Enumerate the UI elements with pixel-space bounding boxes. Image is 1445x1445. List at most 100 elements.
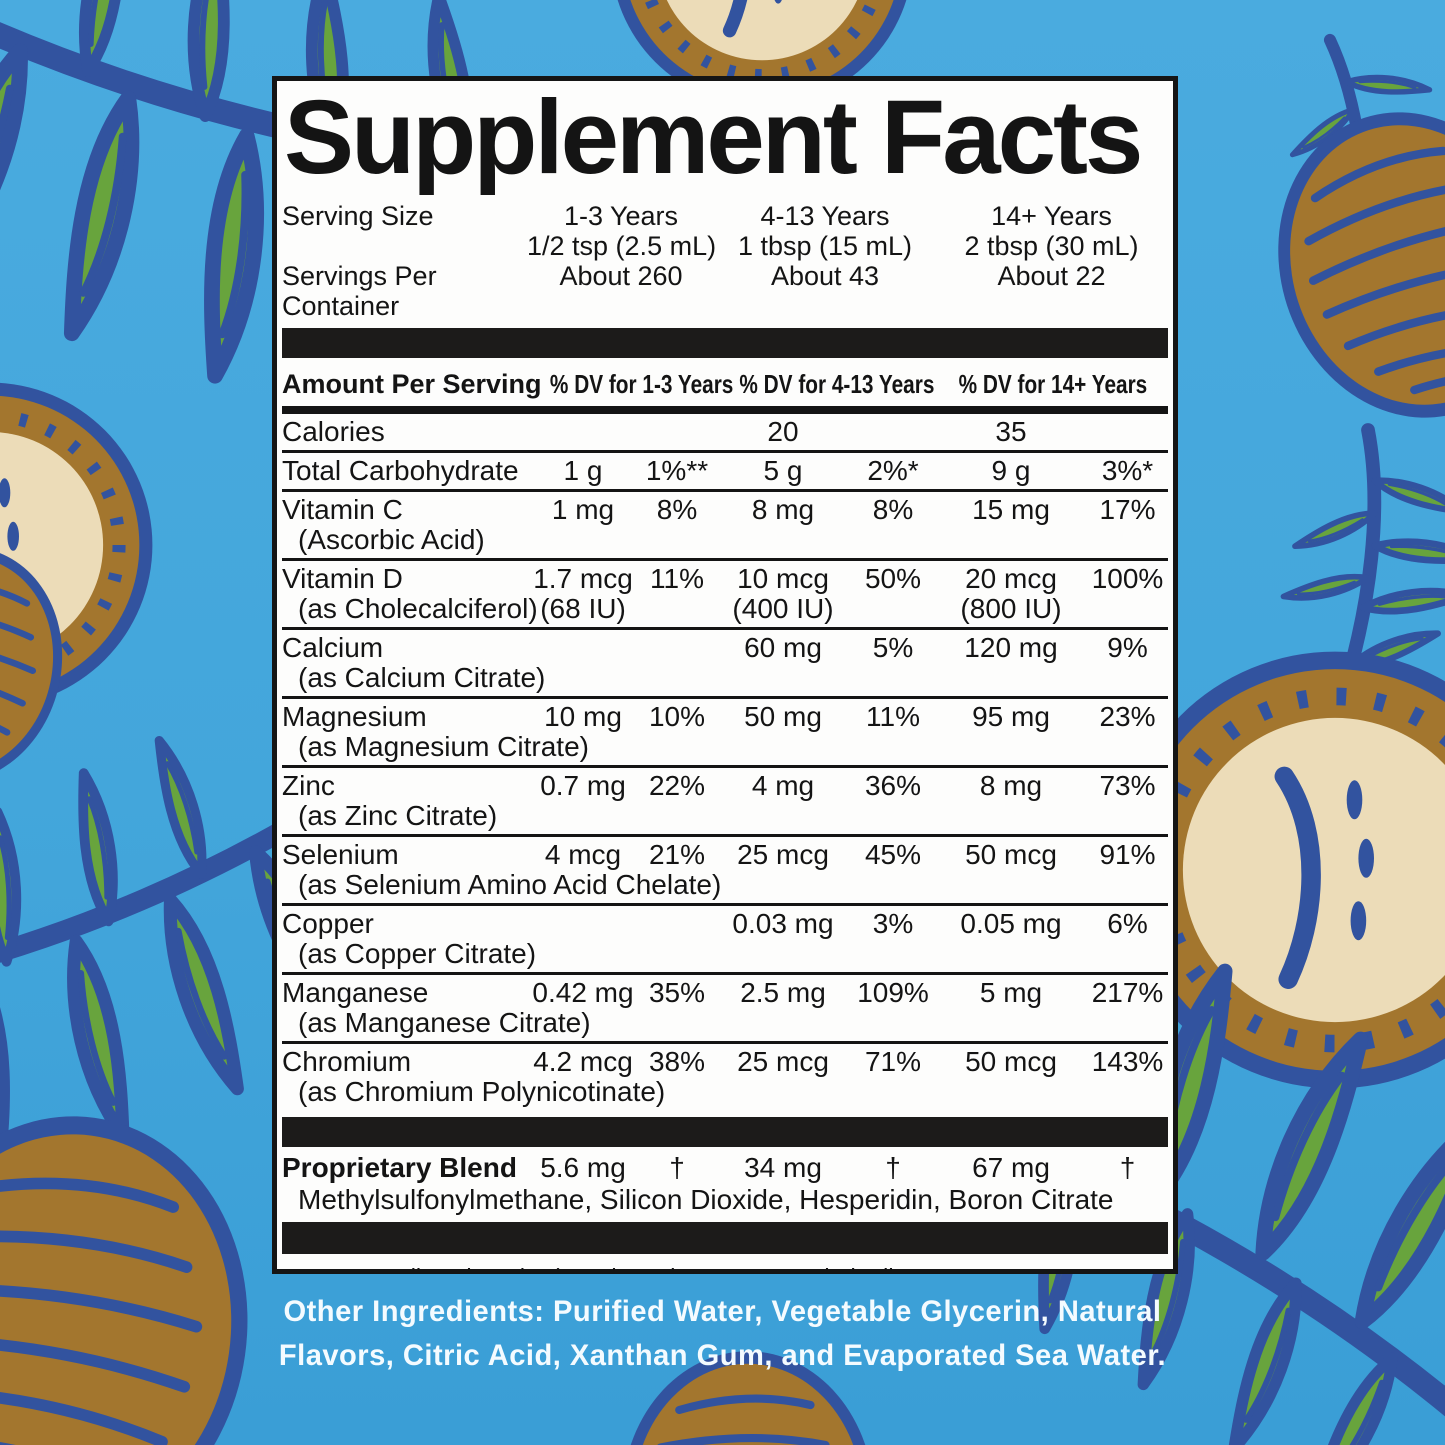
amount-value: 67 mg <box>972 1152 1050 1183</box>
nutrient-subname: (as Selenium Amino Acid Chelate) <box>298 869 722 900</box>
nutrient-subname: (as Zinc Citrate) <box>298 800 498 831</box>
serving-age-column: 1-3 Years 1/2 tsp (2.5 mL) <box>527 201 717 261</box>
nutrient-row-total-carbohydrate: Total Carbohydrate 1 g 1%** 5 g 2%* 9 g … <box>282 450 1168 489</box>
nutrient-subname: (as Chromium Polynicotinate) <box>298 1076 666 1107</box>
amount-value: 5 g <box>763 455 803 486</box>
nutrient-name: Copper <box>282 908 374 939</box>
nutrient-subname: (as Cholecalciferol) <box>298 593 538 624</box>
nutrient-table: Calories 20 35 Total Carbohydrate 1 g 1%… <box>282 414 1168 1110</box>
dv-value: 5% <box>872 632 914 663</box>
dv-value: 143% <box>1091 1046 1164 1077</box>
amount-value: 10 mg <box>544 701 622 732</box>
serving-amount: 1/2 tsp (2.5 mL) <box>527 231 717 261</box>
dv-value: 11% <box>866 701 920 732</box>
nutrient-row-vitamin-d: Vitamin D (as Cholecalciferol) 1.7 mcg (68… <box>282 558 1168 627</box>
dv-value: 3% <box>872 908 914 939</box>
dv-value: 8% <box>656 494 698 525</box>
dv-value: 1%** <box>645 455 709 486</box>
dv-dagger: † <box>669 1152 685 1183</box>
nutrient-name: Calcium <box>282 632 384 663</box>
dv-value: 17% <box>1099 494 1156 525</box>
amount-value: 50 mcg <box>965 839 1057 870</box>
dv-dagger: † <box>1119 1152 1136 1183</box>
dv-dagger: † <box>885 1152 901 1183</box>
dv-value: 71% <box>864 1046 922 1077</box>
amount-value: 15 mg <box>972 494 1050 525</box>
dv-value: 100% <box>1091 563 1164 594</box>
amount-value: 50 mg <box>744 701 822 732</box>
nutrient-subname: (as Calcium Citrate) <box>298 662 546 693</box>
dv-value: 22% <box>648 770 706 801</box>
serving-amount: 2 tbsp (30 mL) <box>964 231 1139 261</box>
dv-value: 10% <box>648 701 706 732</box>
dv-value: 23% <box>1099 701 1156 732</box>
amount-value: 20 <box>767 416 799 447</box>
servings-count: About 43 <box>770 261 880 291</box>
amount-value: 0.42 mg <box>532 977 634 1008</box>
coconut-illustration <box>1239 77 1445 452</box>
amount-value: 10 mcg <box>737 563 829 594</box>
nutrient-name: Selenium <box>282 839 399 870</box>
amount-value: 20 mcg <box>965 563 1057 594</box>
nutrient-row-chromium: Chromium (as Chromium Polynicotinate) 4.2… <box>282 1041 1168 1110</box>
serving-age-column: 4-13 Years 1 tbsp (15 mL) <box>715 201 935 261</box>
amount-iu-value: (800 IU) <box>960 593 1062 624</box>
servings-count: About 22 <box>997 261 1106 291</box>
dv-header-1-3-years: % DV for 1-3 Years <box>549 369 734 399</box>
dv-value: 50% <box>864 563 922 594</box>
dv-value: 36% <box>864 770 922 801</box>
amount-value: 8 mg <box>979 770 1043 801</box>
nutrient-name: Chromium <box>282 1046 412 1077</box>
nutrient-subname: (as Magnesium Citrate) <box>298 731 589 762</box>
dv-value: 217% <box>1091 977 1164 1008</box>
dv-value: 21% <box>648 839 706 870</box>
nutrient-name: Total Carbohydrate <box>282 455 519 486</box>
amount-value: 4 mcg <box>544 839 622 870</box>
dv-value: 11% <box>650 563 704 594</box>
footnote: *Percent Daily Values (DV) are based on … <box>284 1263 1168 1269</box>
servings-count: About 260 <box>559 261 683 291</box>
dv-value: 2%* <box>867 455 919 486</box>
amount-iu-value: (68 IU) <box>540 593 626 624</box>
nutrient-row-vitamin-c: Vitamin C (Ascorbic Acid) 1 mg 8% 8 mg 8%… <box>282 489 1168 558</box>
nutrient-name: Vitamin D <box>282 563 403 594</box>
proprietary-blend-row: Proprietary Blend 5.6 mg † 34 mg † 67 mg… <box>282 1147 1168 1222</box>
amount-value: 1.7 mcg <box>533 563 633 594</box>
dv-value: 6% <box>1107 908 1148 939</box>
amount-value: 120 mg <box>964 632 1058 663</box>
amount-value: 1 g <box>563 455 603 486</box>
amount-value: 5 mg <box>979 977 1043 1008</box>
amount-value: 8 mg <box>751 494 815 525</box>
amount-value: 25 mcg <box>737 839 829 870</box>
amount-value: 2.5 mg <box>740 977 826 1008</box>
table-header-row: Amount Per Serving % DV for 1-3 Years % … <box>282 360 1168 414</box>
blend-ingredients: Methylsulfonylmethane, Silicon Dioxide, … <box>298 1184 1114 1215</box>
other-ingredients-line: Other Ingredients: Purified Water, Veget… <box>283 1295 1162 1328</box>
age-group-label: 4-13 Years <box>760 201 890 231</box>
amount-value: 4.2 mcg <box>533 1046 633 1077</box>
dv-value: 73% <box>1099 770 1156 801</box>
nutrient-row-copper: Copper (as Copper Citrate) 0.03 mg 3% 0.0… <box>282 903 1168 972</box>
blend-name: Proprietary Blend <box>282 1152 517 1183</box>
serving-amount: 1 tbsp (15 mL) <box>737 231 913 261</box>
amount-value: 0.03 mg <box>732 908 834 939</box>
servings-per-container-label: Servings Per Container <box>282 261 437 321</box>
nutrient-subname: (as Manganese Citrate) <box>298 1007 591 1038</box>
dv-value: 38% <box>648 1046 706 1077</box>
nutrient-row-calories: Calories 20 35 <box>282 414 1168 450</box>
other-ingredients-line: Flavors, Citric Acid, Xanthan Gum, and E… <box>278 1339 1167 1372</box>
dv-value: 8% <box>872 494 914 525</box>
amount-value: 1 mg <box>551 494 615 525</box>
coconut-illustration <box>0 1093 275 1445</box>
amount-iu-value: (400 IU) <box>732 593 834 624</box>
amount-value: 50 mcg <box>965 1046 1057 1077</box>
dv-value: 9% <box>1107 632 1148 663</box>
amount-value: 5.6 mg <box>540 1152 626 1183</box>
nutrient-name: Calories <box>282 416 385 447</box>
amount-value: 25 mcg <box>737 1046 829 1077</box>
amount-per-serving-header: Amount Per Serving <box>282 369 542 399</box>
label-title: Supplement Facts <box>284 79 1143 196</box>
nutrient-name: Vitamin C <box>282 494 403 525</box>
section-divider-bar <box>282 1117 1168 1147</box>
amount-value: 34 mg <box>744 1152 822 1183</box>
